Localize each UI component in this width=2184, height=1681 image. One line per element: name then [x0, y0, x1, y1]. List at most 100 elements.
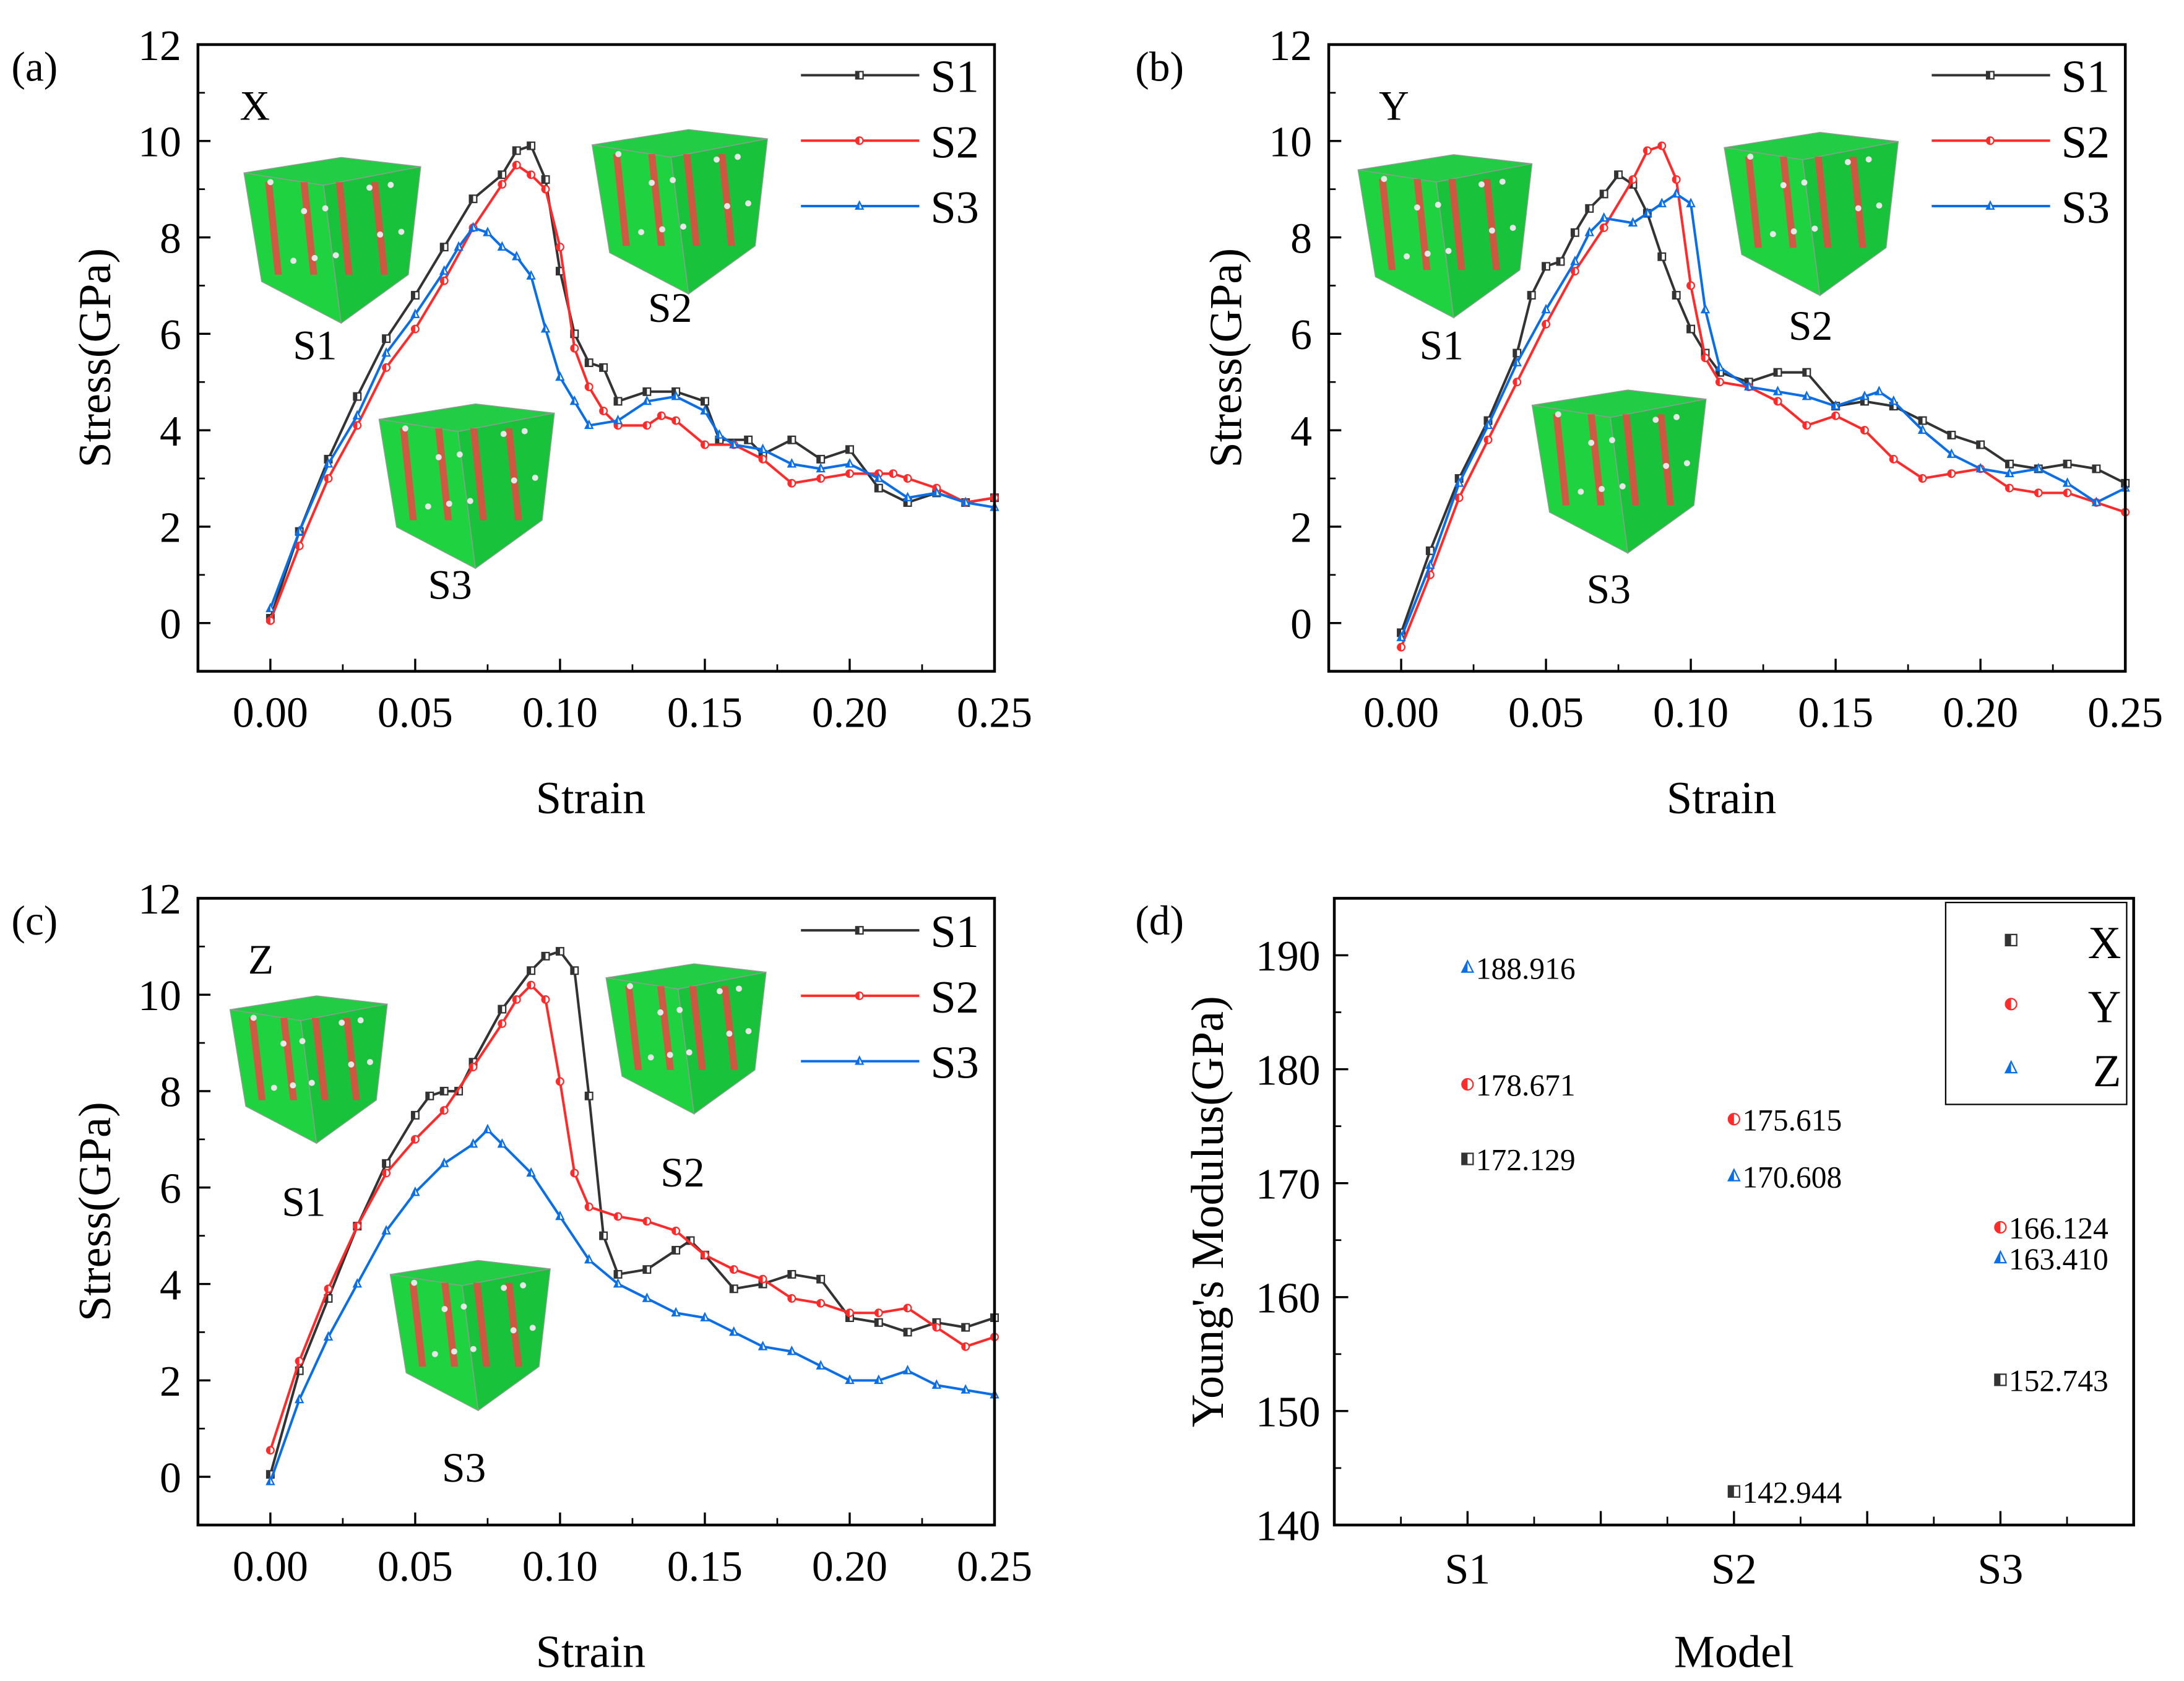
- data-point-s3-fill: [1571, 257, 1575, 265]
- data-point-s2-fill: [498, 181, 503, 188]
- data-point-x-fill: [1462, 1153, 1468, 1165]
- data-label: 175.615: [1742, 1103, 1842, 1137]
- atom-cluster: [1435, 201, 1441, 208]
- data-point-y-fill: [1995, 1222, 2001, 1234]
- stacking-fault-stripe: [1622, 414, 1639, 506]
- data-point-s1-fill: [295, 1367, 300, 1375]
- data-point-s1-fill: [759, 1280, 763, 1288]
- stacking-fault-stripe: [613, 153, 630, 246]
- x-axis-label: Strain: [536, 773, 645, 824]
- data-point-s3-fill: [1832, 402, 1836, 409]
- atom-cluster: [615, 151, 622, 157]
- data-point-s2-fill: [1948, 470, 1952, 478]
- data-point-s1-fill: [846, 1314, 850, 1321]
- data-point-s2-fill: [571, 1169, 575, 1177]
- atom-cluster: [1844, 158, 1851, 165]
- data-point-s2-fill: [1803, 421, 1807, 430]
- data-point-s1-fill: [353, 392, 358, 400]
- data-point-s1-fill: [788, 436, 792, 444]
- atom-cluster: [670, 177, 676, 183]
- data-point-s1-fill: [817, 1275, 821, 1283]
- y-tick-label: 4: [1290, 408, 1312, 456]
- atom-cluster: [431, 1350, 438, 1357]
- x-tick-label: 0.10: [522, 689, 598, 737]
- legend: XYZ: [1944, 902, 2128, 1105]
- atom-cluster: [714, 156, 720, 163]
- inset-label: S1: [1420, 322, 1464, 369]
- stress-strain-panel-z: S1 S2 S3 0.00 0.05 0.10 0.15 0.20 0.25 0 2 4 6 8 10 12 S…: [11, 876, 1032, 1677]
- stacking-fault-stripe: [648, 153, 665, 246]
- direction-label: Z: [248, 936, 274, 983]
- data-point-s3-fill: [440, 1159, 444, 1167]
- data-point-s1-fill: [1586, 204, 1590, 212]
- data-point-s2-fill: [643, 1217, 647, 1225]
- x-tick-label: 0.10: [522, 1543, 598, 1591]
- x-tick-label: 0.20: [812, 689, 887, 737]
- data-point-s1-fill: [1687, 325, 1691, 333]
- atom-cluster: [676, 1006, 683, 1013]
- data-point-s2-fill: [498, 1020, 503, 1027]
- inset-label: S1: [282, 1178, 326, 1225]
- data-point-s2-fill: [889, 470, 894, 478]
- data-point-s3-fill: [2034, 464, 2039, 472]
- data-point-s2-fill: [1600, 224, 1604, 231]
- stacking-fault-stripe: [265, 182, 282, 275]
- y-tick-label: 2: [160, 1358, 181, 1406]
- inset-label: S2: [1789, 303, 1832, 349]
- inset-atomic-structure-s1: [1357, 154, 1533, 319]
- legend-label: S1: [2061, 52, 2110, 103]
- data-point-s2-fill: [1397, 643, 1402, 651]
- atom-cluster: [736, 985, 742, 992]
- data-point-s2-fill: [701, 1251, 705, 1259]
- legend-item-s1: S1: [801, 907, 979, 957]
- atom-cluster: [1588, 439, 1595, 446]
- atom-cluster: [1499, 178, 1506, 185]
- data-point-s2-fill: [571, 344, 575, 352]
- atom-cluster: [299, 1038, 306, 1045]
- data-point-s1-fill: [614, 1271, 618, 1278]
- atom-cluster: [532, 474, 538, 481]
- data-point-s1-fill: [469, 1058, 473, 1066]
- data-point-s2-fill: [672, 1227, 676, 1235]
- legend-item-s3: S3: [1932, 183, 2110, 233]
- data-point-s2-fill: [512, 996, 517, 1003]
- stacking-fault-stripe: [718, 153, 735, 246]
- atom-cluster: [500, 431, 507, 438]
- data-point-s2-fill: [904, 475, 908, 482]
- y-tick-label: 6: [1290, 311, 1312, 359]
- legend-marker-fill: [855, 1057, 860, 1065]
- panel-label: (c): [11, 897, 58, 944]
- data-point-s3-fill: [542, 324, 546, 332]
- data-point-s2-fill: [324, 1285, 329, 1293]
- y-tick-label: 180: [1256, 1047, 1321, 1094]
- data-point-s3-fill: [643, 397, 647, 405]
- atom-cluster: [1683, 460, 1690, 467]
- atom-cluster: [339, 1019, 345, 1026]
- data-point-s3-fill: [585, 421, 589, 429]
- data-point-s2-fill: [353, 1222, 358, 1230]
- data-point-s2-fill: [412, 1135, 415, 1143]
- legend-marker-fill: [1987, 71, 1990, 79]
- data-point-s2-fill: [614, 1212, 618, 1221]
- direction-label: Y: [1379, 83, 1409, 129]
- atom-cluster: [1619, 483, 1626, 490]
- data-point-s1-fill: [440, 243, 444, 251]
- data-point-s3-fill: [1889, 397, 1894, 405]
- data-point-s1-fill: [788, 1271, 792, 1278]
- data-point-s1-fill: [324, 1295, 329, 1302]
- data-label: 152.743: [2009, 1363, 2108, 1398]
- y-tick-label: 12: [138, 22, 181, 70]
- data-point-s1-fill: [267, 1471, 270, 1479]
- atom-cluster: [1478, 181, 1485, 188]
- data-point-s2-fill: [382, 364, 387, 371]
- atom-cluster: [357, 1017, 364, 1024]
- data-point-s1-fill: [1426, 547, 1430, 555]
- data-point-s2-fill: [759, 456, 763, 463]
- data-point-s2-fill: [817, 1299, 821, 1307]
- x-axis-label: Strain: [536, 1627, 645, 1677]
- data-point-s1-fill: [324, 456, 329, 463]
- stacking-fault-stripe: [400, 428, 417, 521]
- x-tick-label: 0.15: [1798, 689, 1873, 737]
- data-point-s1-fill: [1600, 190, 1604, 198]
- legend-item-s3: S3: [801, 183, 979, 233]
